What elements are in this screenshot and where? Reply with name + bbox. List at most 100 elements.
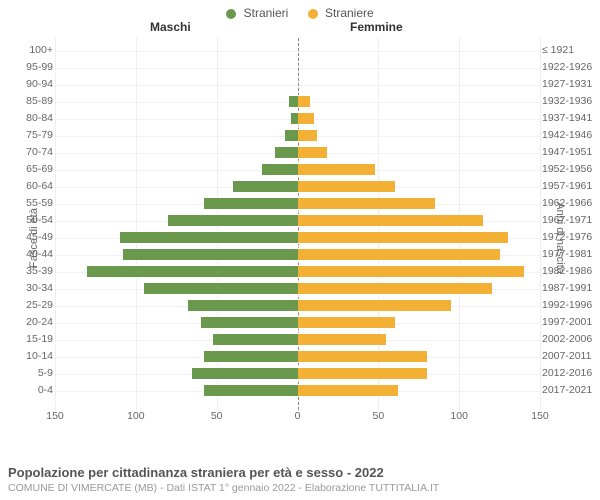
legend-female-swatch: [308, 9, 318, 19]
xtick: 150: [531, 410, 549, 422]
chart-subtitle: COMUNE DI VIMERCATE (MB) - Dati ISTAT 1°…: [8, 482, 592, 494]
row: 5-92012-2016: [55, 365, 540, 382]
birth-label: 1992-1996: [542, 297, 598, 313]
bar-male: [275, 146, 298, 159]
age-label: 100+: [13, 42, 53, 58]
row: 85-891932-1936: [55, 93, 540, 110]
row: 60-641957-1961: [55, 178, 540, 195]
age-label: 85-89: [13, 93, 53, 109]
row: 70-741947-1951: [55, 144, 540, 161]
age-label: 90-94: [13, 76, 53, 92]
bar-female: [298, 163, 376, 176]
bar-male: [168, 214, 297, 227]
footer: Popolazione per cittadinanza straniera p…: [8, 465, 592, 494]
row: 100+≤ 1921: [55, 42, 540, 59]
row: 55-591962-1966: [55, 195, 540, 212]
legend-female-label: Straniere: [325, 6, 374, 20]
bar-male: [201, 316, 298, 329]
bar-female: [298, 112, 314, 125]
legend-female: Straniere: [308, 6, 374, 20]
bar-female: [298, 197, 435, 210]
birth-label: 1957-1961: [542, 178, 598, 194]
bar-female: [298, 367, 427, 380]
bar-female: [298, 214, 484, 227]
row: 40-441977-1981: [55, 246, 540, 263]
chart-title: Popolazione per cittadinanza straniera p…: [8, 465, 592, 480]
bar-female: [298, 333, 387, 346]
bar-male: [192, 367, 297, 380]
bar-male: [204, 197, 298, 210]
age-label: 50-54: [13, 212, 53, 228]
row: 80-841937-1941: [55, 110, 540, 127]
chart-container: Stranieri Straniere Maschi Femmine Fasce…: [0, 0, 600, 500]
birth-label: 2002-2006: [542, 331, 598, 347]
bar-female: [298, 129, 317, 142]
birth-label: 1922-1926: [542, 59, 598, 75]
birth-label: 1987-1991: [542, 280, 598, 296]
bar-female: [298, 299, 452, 312]
age-label: 40-44: [13, 246, 53, 262]
bar-female: [298, 265, 524, 278]
row: 30-341987-1991: [55, 280, 540, 297]
bar-female: [298, 316, 395, 329]
birth-label: 1972-1976: [542, 229, 598, 245]
row: 45-491972-1976: [55, 229, 540, 246]
row: 35-391982-1986: [55, 263, 540, 280]
xtick: 50: [211, 410, 223, 422]
row: 65-691952-1956: [55, 161, 540, 178]
column-headers: Maschi Femmine: [0, 20, 600, 38]
xtick: 150: [46, 410, 64, 422]
age-label: 20-24: [13, 314, 53, 330]
age-label: 55-59: [13, 195, 53, 211]
birth-label: 2007-2011: [542, 348, 598, 364]
age-label: 10-14: [13, 348, 53, 364]
row: 10-142007-2011: [55, 348, 540, 365]
bar-male: [120, 231, 298, 244]
bar-male: [285, 129, 298, 142]
age-label: 25-29: [13, 297, 53, 313]
age-label: 45-49: [13, 229, 53, 245]
row: 25-291992-1996: [55, 297, 540, 314]
age-label: 30-34: [13, 280, 53, 296]
age-label: 80-84: [13, 110, 53, 126]
xtick: 50: [372, 410, 384, 422]
age-label: 95-99: [13, 59, 53, 75]
bar-male: [123, 248, 298, 261]
birth-label: 1932-1936: [542, 93, 598, 109]
birth-label: 1997-2001: [542, 314, 598, 330]
legend-male: Stranieri: [226, 6, 288, 20]
header-female: Femmine: [350, 20, 403, 34]
birth-label: 1977-1981: [542, 246, 598, 262]
bar-female: [298, 231, 508, 244]
age-label: 0-4: [13, 382, 53, 398]
bar-male: [233, 180, 298, 193]
row: 15-192002-2006: [55, 331, 540, 348]
birth-label: 1937-1941: [542, 110, 598, 126]
row: 50-541967-1971: [55, 212, 540, 229]
age-label: 65-69: [13, 161, 53, 177]
bar-female: [298, 180, 395, 193]
xtick: 0: [295, 410, 301, 422]
age-label: 35-39: [13, 263, 53, 279]
legend-male-label: Stranieri: [244, 6, 289, 20]
bar-male: [204, 384, 298, 397]
bar-male: [188, 299, 298, 312]
bar-male: [289, 95, 297, 108]
birth-label: 1967-1971: [542, 212, 598, 228]
bar-female: [298, 146, 327, 159]
age-label: 15-19: [13, 331, 53, 347]
age-label: 5-9: [13, 365, 53, 381]
header-male: Maschi: [150, 20, 191, 34]
legend: Stranieri Straniere: [0, 0, 600, 20]
chart-area: Fasce di età Anni di nascita 100+≤ 19219…: [0, 38, 600, 438]
birth-label: 1952-1956: [542, 161, 598, 177]
age-label: 70-74: [13, 144, 53, 160]
age-label: 75-79: [13, 127, 53, 143]
bar-female: [298, 384, 398, 397]
bar-male: [87, 265, 297, 278]
bar-male: [144, 282, 298, 295]
row: 90-941927-1931: [55, 76, 540, 93]
bar-male: [204, 350, 298, 363]
row: 0-42017-2021: [55, 382, 540, 399]
xaxis: 15010050050100150: [55, 410, 540, 426]
